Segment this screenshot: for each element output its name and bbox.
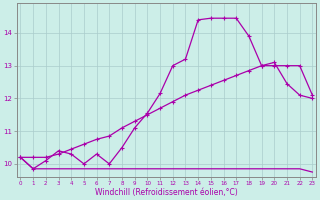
X-axis label: Windchill (Refroidissement éolien,°C): Windchill (Refroidissement éolien,°C) — [95, 188, 238, 197]
